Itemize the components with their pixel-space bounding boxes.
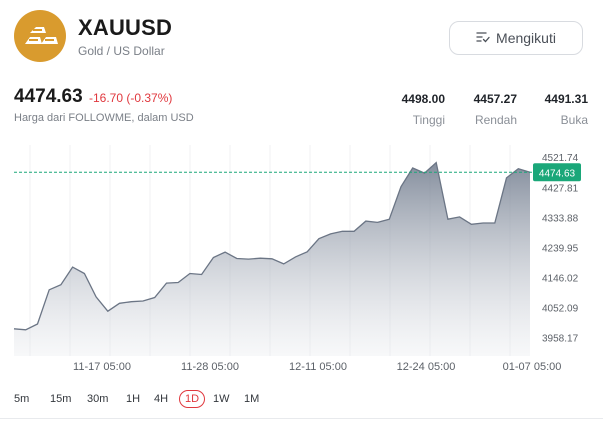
instrument-header: XAUUSD Gold / US Dollar Mengikuti (14, 10, 589, 66)
x-tick-label-4: 01-07 05:00 (503, 361, 562, 373)
stat-high: 4498.00 Tinggi (402, 92, 445, 127)
instrument-name: Gold / US Dollar (78, 44, 165, 58)
stat-low-label: Rendah (474, 113, 517, 127)
current-price-tag-label: 4474.63 (539, 168, 576, 179)
current-price-tag (533, 163, 581, 182)
price-line (13, 161, 531, 331)
y-tick-label-1: 4427.81 (542, 183, 579, 194)
price-chart[interactable]: 4521.74 4427.81 4333.88 4239.95 4146.02 4052.… (0, 140, 603, 375)
stat-low: 4457.27 Rendah (474, 92, 517, 127)
stat-high-value: 4498.00 (401, 92, 445, 106)
y-tick-label-6: 3958.17 (542, 333, 579, 344)
timeframe-1h[interactable]: 1H (126, 393, 141, 405)
instrument-symbol: XAUUSD (78, 15, 173, 40)
stat-open: 4491.31 Buka (545, 92, 588, 127)
timeframe-4h[interactable]: 4H (154, 393, 169, 405)
y-tick-label-0: 4521.74 (542, 153, 579, 164)
price-source: Harga dari FOLLOWME, dalam USD (14, 112, 194, 124)
timeframe-30m[interactable]: 30m (87, 393, 109, 405)
timeframe-1m[interactable]: 1M (244, 393, 260, 405)
timeframe-1d[interactable]: 1D (179, 390, 206, 408)
current-price: 4474.63 (14, 86, 83, 107)
price-row: 4474.63 -16.70 (-0.37%) (14, 86, 172, 108)
stat-open-label: Buka (560, 113, 588, 127)
y-tick-label-4: 4146.02 (542, 273, 579, 284)
list-check-icon (476, 30, 490, 46)
y-tick-label-2: 4333.88 (542, 213, 579, 224)
divider (0, 418, 603, 419)
stat-open-value: 4491.31 (544, 92, 588, 106)
stat-high-label: Tinggi (412, 113, 445, 127)
stat-low-value: 4457.27 (473, 92, 517, 106)
timeframe-1w[interactable]: 1W (213, 393, 230, 405)
y-tick-label-5: 4052.09 (542, 303, 579, 314)
x-tick-label-3: 12-24 05:00 (397, 361, 456, 373)
timeframe-15m[interactable]: 15m (50, 393, 72, 405)
x-tick-label-0: 11-17 05:00 (73, 361, 131, 373)
follow-button[interactable]: Mengikuti (449, 21, 583, 55)
y-tick-label-3: 4239.95 (542, 243, 579, 254)
gold-bars-icon (14, 10, 66, 62)
x-tick-label-2: 12-11 05:00 (289, 361, 347, 373)
x-tick-label-1: 11-28 05:00 (181, 361, 239, 373)
price-change: -16.70 (-0.37%) (89, 91, 173, 105)
follow-button-label: Mengikuti (496, 30, 556, 46)
timeframe-5m[interactable]: 5m (14, 393, 30, 405)
